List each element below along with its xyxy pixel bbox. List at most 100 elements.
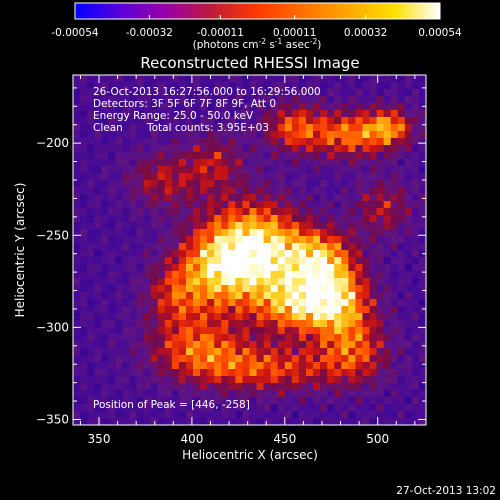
heatmap-cell — [136, 327, 144, 335]
heatmap-cell — [411, 285, 420, 293]
heatmap-cell — [242, 320, 250, 328]
heatmap-cell — [390, 145, 399, 153]
heatmap-cell — [108, 397, 116, 405]
heatmap-cell — [235, 82, 243, 90]
colorbar-tick-label: 0.00032 — [344, 27, 387, 39]
heatmap-cell — [129, 376, 137, 384]
heatmap-cell — [115, 138, 123, 146]
heatmap-cell — [249, 411, 257, 419]
heatmap-cell — [150, 124, 159, 132]
heatmap-cell — [263, 341, 271, 349]
heatmap-cell — [129, 138, 137, 146]
heatmap-cell — [376, 89, 384, 97]
heatmap-cell — [249, 327, 257, 335]
heatmap-cell — [157, 271, 166, 279]
heatmap-cell — [214, 131, 222, 139]
heatmap-cell — [80, 117, 88, 125]
heatmap-cell — [73, 110, 81, 118]
heatmap-cell — [80, 369, 88, 377]
heatmap-cell — [171, 138, 180, 146]
heatmap-cell — [397, 173, 406, 181]
footer-timestamp: 27-Oct-2013 13:02 — [396, 485, 496, 497]
heatmap-cell — [369, 166, 377, 174]
heatmap-cell — [411, 383, 420, 391]
heatmap-cell — [150, 89, 159, 97]
heatmap-cell — [411, 208, 420, 216]
heatmap-cell — [256, 152, 264, 160]
heatmap-cell — [242, 397, 250, 405]
heatmap-cell — [129, 390, 137, 398]
heatmap-cell — [291, 131, 300, 139]
heatmap-cell — [171, 187, 180, 195]
heatmap-cell — [200, 320, 208, 328]
heatmap-cell — [193, 313, 201, 321]
heatmap-cell — [263, 145, 271, 153]
heatmap-cell — [178, 369, 187, 377]
heatmap-cell — [390, 418, 399, 425]
heatmap-cell — [305, 264, 314, 272]
heatmap-cell — [362, 341, 370, 349]
heatmap-cell — [376, 194, 384, 202]
heatmap-cell — [277, 201, 286, 209]
heatmap-cell — [390, 355, 399, 363]
heatmap-cell — [313, 404, 321, 412]
heatmap-cell — [362, 404, 370, 412]
heatmap-cell — [404, 285, 413, 293]
heatmap-cell — [277, 355, 286, 363]
heatmap-cell — [362, 334, 370, 342]
heatmap-cell — [143, 376, 151, 384]
heatmap-cell — [291, 341, 300, 349]
heatmap-cell — [242, 334, 250, 342]
heatmap-cell — [390, 411, 399, 419]
heatmap-cell — [94, 208, 102, 216]
heatmap-cell — [390, 166, 399, 174]
heatmap-cell — [404, 152, 413, 160]
heatmap-cell — [390, 138, 399, 146]
heatmap-cell — [101, 215, 109, 223]
heatmap-cell — [355, 404, 363, 412]
heatmap-cell — [207, 145, 215, 153]
heatmap-cell — [73, 320, 81, 328]
heatmap-cell — [390, 180, 399, 188]
heatmap-cell — [320, 313, 328, 321]
heatmap-cell — [270, 236, 279, 244]
heatmap-cell — [221, 138, 229, 146]
heatmap-cell — [221, 313, 229, 321]
heatmap-cell — [221, 355, 229, 363]
heatmap-cell — [305, 362, 314, 370]
heatmap-cell — [390, 250, 399, 258]
heatmap-cell — [136, 103, 144, 111]
heatmap-cell — [122, 292, 130, 300]
heatmap-cell — [341, 96, 349, 104]
heatmap-cell — [115, 166, 123, 174]
heatmap-cell — [221, 271, 229, 279]
heatmap-cell — [185, 320, 194, 328]
heatmap-cell — [305, 271, 314, 279]
heatmap-cell — [256, 96, 264, 104]
heatmap-cell — [313, 418, 321, 425]
heatmap-cell — [327, 355, 335, 363]
heatmap-cell — [228, 383, 236, 391]
heatmap-cell — [101, 131, 109, 139]
heatmap-cell — [108, 138, 116, 146]
heatmap-cell — [256, 89, 264, 97]
heatmap-cell — [171, 180, 180, 188]
heatmap-cell — [164, 355, 173, 363]
heatmap-cell — [284, 278, 293, 286]
heatmap-cell — [327, 369, 335, 377]
heatmap-cell — [404, 82, 413, 90]
heatmap-cell — [362, 320, 370, 328]
heatmap-cell — [277, 166, 286, 174]
heatmap-cell — [327, 236, 335, 244]
heatmap-cell — [313, 173, 321, 181]
heatmap-cell — [193, 194, 201, 202]
heatmap-cell — [376, 334, 384, 342]
heatmap-cell — [171, 271, 180, 279]
heatmap-cell — [376, 201, 384, 209]
heatmap-cell — [178, 89, 187, 97]
heatmap-cell — [73, 376, 81, 384]
heatmap-cell — [73, 404, 81, 412]
heatmap-cell — [383, 236, 391, 244]
heatmap-cell — [270, 383, 279, 391]
heatmap-cell — [418, 187, 426, 195]
